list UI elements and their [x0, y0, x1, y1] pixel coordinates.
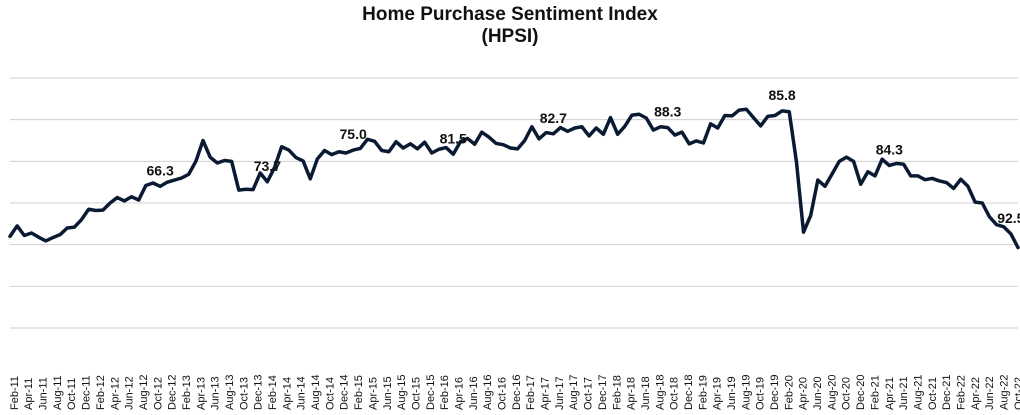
- chart-title: Home Purchase Sentiment Index: [362, 4, 658, 25]
- x-tick-label: Feb-11: [9, 376, 21, 410]
- x-tick-label: Dec-14: [339, 375, 351, 410]
- x-tick-label: Aug-19: [740, 375, 752, 410]
- x-tick-label: Apr-13: [195, 377, 207, 410]
- x-tick-label: Feb-12: [95, 375, 107, 410]
- x-tick-label: Dec-21: [941, 375, 953, 410]
- x-tick-label: Feb-13: [181, 375, 193, 410]
- x-tick-label: Jun-15: [382, 376, 394, 410]
- x-tick-label: Jun-13: [210, 376, 222, 410]
- x-tick-label: Oct-19: [755, 377, 767, 410]
- x-tick-label: Aug-17: [568, 375, 580, 410]
- x-tick-label: Feb-19: [697, 375, 709, 410]
- x-tick-label: Aug-13: [224, 375, 236, 410]
- data-label: 92.5: [997, 210, 1020, 226]
- x-tick-label: Dec-15: [425, 375, 437, 410]
- data-label: 84.3: [876, 142, 903, 158]
- x-tick-label: Jun-22: [984, 376, 996, 410]
- x-tick-label: Apr-14: [281, 377, 293, 410]
- x-tick-label: Aug-22: [999, 375, 1011, 410]
- x-tick-label: Oct-14: [324, 377, 336, 410]
- x-tick-label: Dec-13: [253, 375, 265, 410]
- x-tick-label: Oct-12: [152, 377, 164, 410]
- x-tick-label: Feb-17: [525, 375, 537, 410]
- x-tick-label: Dec-18: [683, 375, 695, 410]
- x-tick-label: Oct-18: [669, 377, 681, 410]
- x-tick-label: Jun-16: [468, 376, 480, 410]
- x-tick-label: Apr-20: [798, 377, 810, 410]
- x-tick-label: Jun-19: [726, 376, 738, 410]
- x-tick-label: Feb-16: [439, 375, 451, 410]
- x-tick-label: Oct-13: [238, 377, 250, 410]
- data-labels: 66.373.775.081.582.788.385.884.392.576.5…: [147, 87, 1020, 226]
- x-tick-label: Oct-11: [66, 378, 78, 410]
- x-tick-label: Feb-15: [353, 375, 365, 410]
- x-tick-label: Jun-14: [296, 376, 308, 410]
- x-tick-label: Apr-21: [884, 377, 896, 410]
- x-tick-label: Aug-11: [52, 375, 64, 410]
- data-label: 66.3: [147, 162, 174, 178]
- x-tick-label: Apr-16: [453, 377, 465, 410]
- x-tick-label: Feb-20: [783, 375, 795, 410]
- series-layer: [8, 107, 1020, 250]
- x-tick-label: Oct-22: [1013, 377, 1020, 410]
- x-tick-label: Feb-22: [955, 375, 967, 410]
- data-label: 88.3: [654, 104, 681, 120]
- x-tick-label: Dec-17: [597, 375, 609, 410]
- x-tick-label: Aug-12: [138, 375, 150, 410]
- x-tick-label: Feb-21: [869, 375, 881, 410]
- x-tick-label: Dec-20: [855, 375, 867, 410]
- x-tick-label: Jun-17: [554, 376, 566, 410]
- x-tick-label: Jun-18: [640, 376, 652, 410]
- x-tick-label: Apr-19: [712, 377, 724, 410]
- x-tick-label: Apr-15: [367, 377, 379, 410]
- x-tick-label: Apr-17: [540, 377, 552, 410]
- x-tick-label: Apr-11: [23, 378, 35, 410]
- data-label: 73.7: [254, 158, 281, 174]
- x-tick-label: Dec-11: [81, 375, 93, 410]
- x-tick-label: Apr-22: [970, 377, 982, 410]
- x-tick-label: Dec-12: [167, 375, 179, 410]
- x-tick-label: Aug-16: [482, 375, 494, 410]
- x-tick-label: Feb-14: [267, 375, 279, 410]
- data-label: 82.7: [540, 110, 567, 126]
- x-tick-label: Aug-21: [912, 375, 924, 410]
- x-tick-label: Oct-16: [497, 377, 509, 410]
- x-tick-label: Apr-12: [109, 377, 121, 410]
- x-axis-ticks: Feb-11 Apr-11 Jun-11 Aug-11 Oct-11 Dec-11 Feb-…: [9, 375, 1020, 410]
- x-tick-label: Jun-12: [124, 376, 136, 410]
- x-tick-label: Oct-21: [927, 377, 939, 410]
- data-label: 75.0: [340, 126, 367, 142]
- x-tick-label: Aug-14: [310, 375, 322, 410]
- x-tick-label: Dec-16: [511, 375, 523, 410]
- x-tick-label: Aug-15: [396, 375, 408, 410]
- x-tick-label: Apr-18: [626, 377, 638, 410]
- x-tick-label: Aug-18: [654, 375, 666, 410]
- series-line-hpsi: [8, 107, 1020, 250]
- x-tick-label: Jun-20: [812, 376, 824, 410]
- x-tick-label: Oct-20: [841, 377, 853, 410]
- gridlines: [10, 77, 1018, 329]
- x-tick-label: Jun-21: [898, 376, 910, 410]
- chart-subtitle: (HPSI): [481, 26, 539, 47]
- x-tick-label: Oct-15: [410, 377, 422, 410]
- x-tick-label: Oct-17: [583, 377, 595, 410]
- x-tick-label: Aug-20: [826, 375, 838, 410]
- x-tick-label: Feb-18: [611, 375, 623, 410]
- x-tick-label: Jun-11: [38, 377, 50, 410]
- data-label: 81.5: [440, 130, 467, 146]
- x-tick-label: Dec-19: [769, 375, 781, 410]
- data-label: 85.8: [768, 87, 795, 103]
